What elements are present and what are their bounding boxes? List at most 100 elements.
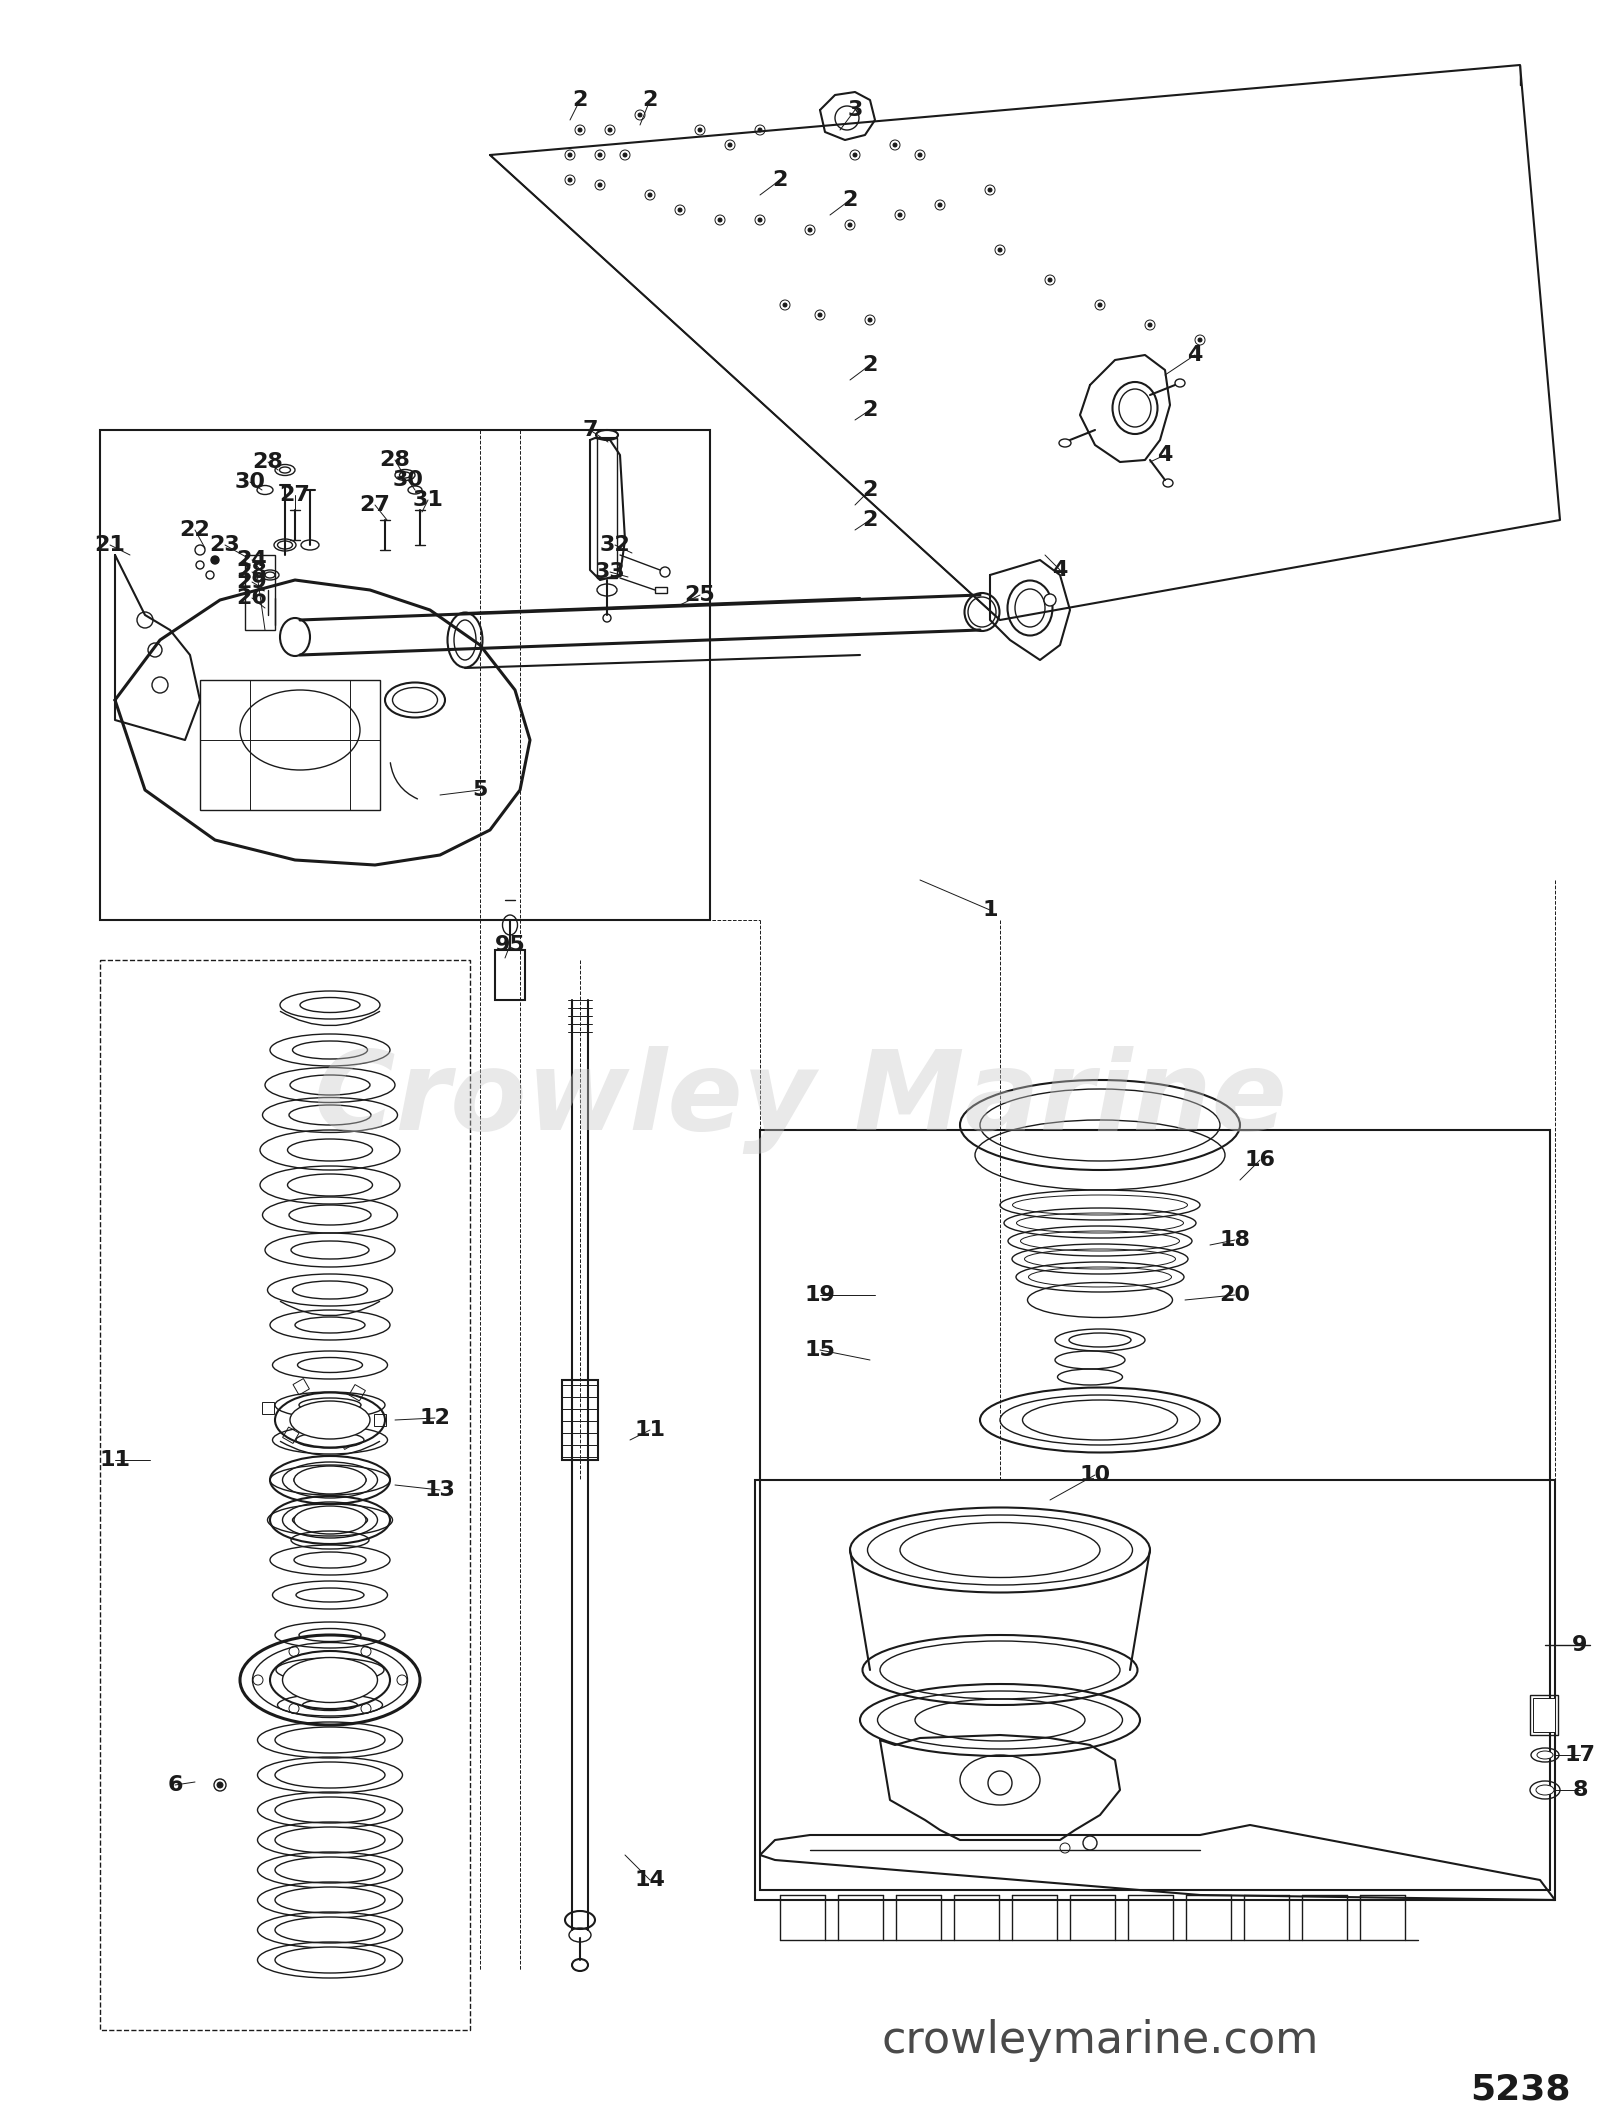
Bar [1533,1698,1555,1732]
Text: 2: 2 [862,481,878,500]
Ellipse shape [293,1512,368,1528]
Text: 13: 13 [424,1480,456,1501]
Bar [200,680,381,811]
Bar [597,438,618,578]
Text: 9: 9 [1573,1634,1587,1655]
Ellipse shape [294,1317,365,1334]
Circle shape [1198,339,1202,343]
Ellipse shape [275,1948,386,1973]
Circle shape [989,1772,1013,1795]
Ellipse shape [275,1727,386,1753]
Text: 2: 2 [573,91,587,110]
Ellipse shape [280,468,291,472]
Text: crowleymarine.com: crowleymarine.com [882,2018,1318,2062]
Ellipse shape [298,1357,363,1372]
Circle shape [608,127,611,131]
Text: Crowley Marine: Crowley Marine [314,1046,1286,1154]
Bar [293,1378,309,1395]
Circle shape [568,152,573,157]
Bar [283,1427,299,1444]
Text: 5238: 5238 [1470,2073,1570,2106]
Bar [262,1401,274,1414]
Text: 26: 26 [237,589,267,608]
Bar [245,555,275,631]
Circle shape [718,218,722,222]
Bar [349,1385,365,1401]
Text: 23: 23 [210,536,240,555]
Ellipse shape [1043,595,1056,605]
Bar [494,951,525,999]
Circle shape [782,303,787,307]
Ellipse shape [275,1918,386,1943]
Circle shape [918,152,922,157]
Ellipse shape [1069,1334,1131,1346]
Ellipse shape [290,1205,371,1226]
Circle shape [998,248,1002,252]
Text: 95: 95 [494,936,525,955]
Ellipse shape [293,1042,368,1058]
Text: 18: 18 [1219,1230,1251,1249]
Text: 15: 15 [805,1340,835,1359]
Bar [755,1480,1555,1899]
Text: 5: 5 [472,779,488,800]
Text: 22: 22 [179,521,210,540]
Text: 12: 12 [419,1408,451,1429]
Ellipse shape [275,1761,386,1789]
Text: 31: 31 [413,489,443,510]
Text: 14: 14 [635,1869,666,1890]
Text: 3: 3 [848,99,862,121]
Ellipse shape [1536,1785,1554,1795]
Text: 30: 30 [235,472,266,491]
Ellipse shape [277,542,293,548]
Ellipse shape [304,1736,355,1744]
Text: 27: 27 [360,495,390,514]
Circle shape [848,222,851,227]
Circle shape [758,218,762,222]
Text: 2: 2 [642,91,658,110]
Text: 25: 25 [685,584,715,605]
Bar [760,1130,1550,1890]
Text: 27: 27 [280,485,310,506]
Text: 2: 2 [862,510,878,529]
Ellipse shape [291,1241,370,1260]
Circle shape [1098,303,1102,307]
Text: 30: 30 [392,470,424,489]
Ellipse shape [400,472,411,478]
Text: 6: 6 [168,1774,182,1795]
Ellipse shape [296,1588,365,1603]
Ellipse shape [288,1139,373,1160]
Circle shape [648,193,653,197]
Bar [562,1380,598,1461]
Bar [374,1414,386,1427]
Circle shape [818,313,822,318]
Text: 10: 10 [1080,1465,1110,1484]
Ellipse shape [302,1700,357,1711]
Circle shape [678,207,682,212]
Text: 28: 28 [379,451,411,470]
Ellipse shape [294,1465,366,1495]
Bar [99,430,710,921]
Ellipse shape [299,1628,362,1641]
Circle shape [698,127,702,131]
Text: 17: 17 [1565,1744,1595,1766]
Circle shape [638,112,642,116]
Text: 28: 28 [253,453,283,472]
Text: 32: 32 [600,536,630,555]
Circle shape [598,182,602,186]
Circle shape [568,178,573,182]
Text: 2: 2 [862,356,878,375]
Bar [1530,1696,1558,1736]
Ellipse shape [275,1886,386,1914]
Ellipse shape [266,572,275,578]
Text: 28: 28 [237,561,267,582]
Text: 33: 33 [595,561,626,582]
Text: 4: 4 [1157,445,1173,466]
Text: 29: 29 [237,572,267,593]
Text: 2: 2 [842,191,858,210]
Ellipse shape [294,1552,366,1569]
Text: 4: 4 [1187,345,1203,364]
Circle shape [218,1783,222,1789]
Circle shape [1149,324,1152,326]
Bar [99,959,470,2030]
Ellipse shape [1022,1399,1178,1440]
